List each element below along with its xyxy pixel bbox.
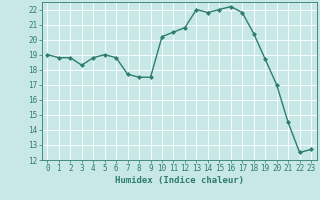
X-axis label: Humidex (Indice chaleur): Humidex (Indice chaleur) [115, 176, 244, 185]
